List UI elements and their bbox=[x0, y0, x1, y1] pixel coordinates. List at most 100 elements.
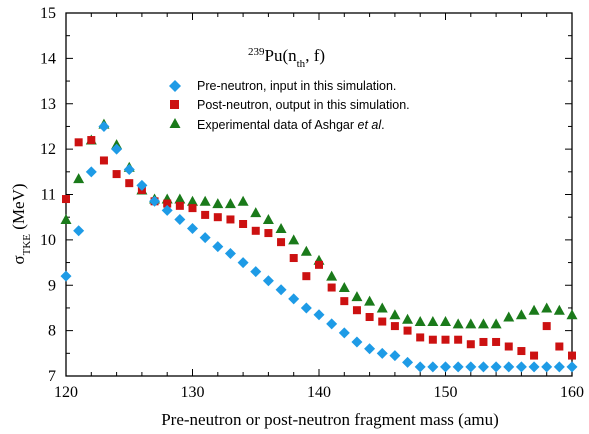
data-point-diamond bbox=[288, 293, 300, 305]
data-point-diamond bbox=[60, 270, 72, 282]
data-point-square bbox=[125, 179, 134, 188]
x-tick-label: 130 bbox=[181, 384, 205, 401]
y-axis-title-sub: TKE bbox=[21, 234, 33, 256]
x-axis-title: Pre-neutron or post-neutron fragment mas… bbox=[161, 410, 499, 429]
y-tick-label: 9 bbox=[48, 277, 56, 294]
data-point-diamond bbox=[161, 204, 173, 216]
y-axis-title-rest: (MeV) bbox=[9, 183, 28, 234]
x-tick-label: 140 bbox=[307, 384, 331, 401]
data-point-square bbox=[201, 210, 210, 219]
data-point-diamond bbox=[541, 361, 553, 373]
y-tick-label: 15 bbox=[40, 5, 56, 22]
data-point-square bbox=[530, 351, 539, 360]
data-point-triangle bbox=[376, 302, 388, 313]
data-point-square bbox=[62, 195, 70, 204]
data-point-diamond bbox=[123, 164, 135, 176]
legend-item-pre-neutron: Pre-neutron, input in this simulation. bbox=[169, 79, 396, 93]
data-point-diamond bbox=[237, 257, 249, 269]
data-point-diamond bbox=[427, 361, 439, 373]
data-point-triangle bbox=[452, 318, 464, 329]
data-point-diamond bbox=[503, 361, 515, 373]
data-point-square bbox=[264, 229, 273, 238]
data-point-triangle bbox=[187, 195, 198, 206]
data-point-diamond bbox=[174, 213, 186, 225]
data-point-triangle bbox=[275, 223, 287, 234]
data-point-square bbox=[403, 326, 412, 335]
data-point-square bbox=[568, 351, 576, 360]
data-point-square bbox=[315, 260, 323, 269]
data-point-square bbox=[466, 340, 475, 349]
legend-marker-pre-neutron bbox=[169, 80, 181, 92]
data-point-square bbox=[365, 313, 374, 322]
data-point-triangle bbox=[73, 173, 85, 184]
data-point-triangle bbox=[262, 213, 274, 224]
legend-label-experimental-italic: et al bbox=[358, 118, 383, 132]
data-point-diamond bbox=[85, 166, 97, 178]
data-point-square bbox=[504, 342, 513, 351]
y-tick-label: 10 bbox=[40, 232, 56, 249]
data-point-square bbox=[378, 317, 387, 326]
data-point-square bbox=[352, 306, 361, 315]
annotation-sup: 239 bbox=[248, 46, 265, 58]
data-point-triangle bbox=[566, 309, 578, 320]
data-point-diamond bbox=[490, 361, 502, 373]
y-tick-label: 12 bbox=[40, 141, 56, 158]
data-point-square bbox=[74, 138, 83, 147]
data-point-diamond bbox=[73, 225, 85, 237]
data-point-triangle bbox=[288, 234, 300, 245]
legend: Pre-neutron, input in this simulation. P… bbox=[169, 79, 410, 132]
data-point-triangle bbox=[212, 198, 224, 209]
data-point-square bbox=[226, 215, 235, 224]
data-point-square bbox=[327, 283, 336, 292]
data-point-triangle bbox=[414, 316, 426, 327]
x-tick-label: 150 bbox=[434, 384, 458, 401]
annotation-tail: , f) bbox=[305, 46, 325, 65]
data-point-square bbox=[441, 335, 450, 344]
data-point-diamond bbox=[440, 361, 451, 373]
data-point-triangle bbox=[477, 318, 489, 329]
data-point-square bbox=[390, 322, 399, 331]
data-point-triangle bbox=[237, 195, 249, 206]
data-point-triangle bbox=[515, 309, 527, 320]
data-point-diamond bbox=[111, 143, 123, 155]
data-point-square bbox=[428, 335, 437, 344]
legend-label-post-neutron: Post-neutron, output in this simulation. bbox=[197, 98, 410, 112]
axis-ticks: 120 130 140 150 160 7 8 9 10 11 12 13 14 15 bbox=[40, 5, 584, 401]
data-point-diamond bbox=[452, 361, 464, 373]
data-point-square bbox=[239, 219, 248, 228]
data-point-square bbox=[112, 170, 121, 179]
legend-marker-post-neutron bbox=[170, 100, 179, 109]
data-point-triangle bbox=[402, 313, 414, 324]
data-point-triangle bbox=[490, 318, 502, 329]
data-point-square bbox=[555, 342, 564, 351]
legend-marker-experimental bbox=[169, 118, 181, 128]
data-point-diamond bbox=[414, 361, 426, 373]
data-point-square bbox=[213, 213, 222, 222]
data-point-square bbox=[517, 347, 526, 356]
legend-label-experimental-tail: . bbox=[381, 118, 384, 132]
data-point-square bbox=[188, 204, 197, 213]
y-axis-title: σTKE (MeV) bbox=[9, 183, 33, 264]
legend-item-experimental: Experimental data of Ashgar et al. bbox=[169, 118, 385, 132]
data-point-diamond bbox=[351, 336, 363, 348]
data-point-diamond bbox=[149, 195, 161, 207]
data-point-diamond bbox=[389, 350, 401, 362]
data-point-triangle bbox=[250, 207, 262, 218]
data-point-triangle bbox=[300, 245, 312, 256]
data-point-triangle bbox=[503, 311, 515, 322]
data-point-diamond bbox=[98, 120, 110, 132]
data-point-triangle bbox=[465, 318, 477, 329]
data-points bbox=[60, 118, 578, 373]
data-point-diamond bbox=[553, 361, 565, 373]
data-point-diamond bbox=[338, 327, 350, 339]
data-point-square bbox=[454, 335, 463, 344]
data-point-diamond bbox=[566, 361, 578, 373]
data-point-triangle bbox=[60, 213, 72, 224]
data-point-diamond bbox=[136, 179, 148, 191]
annotation-sub: th bbox=[297, 58, 306, 70]
data-point-diamond bbox=[477, 361, 489, 373]
y-tick-label: 8 bbox=[48, 323, 56, 340]
y-tick-label: 13 bbox=[40, 96, 56, 113]
data-point-triangle bbox=[389, 309, 401, 320]
